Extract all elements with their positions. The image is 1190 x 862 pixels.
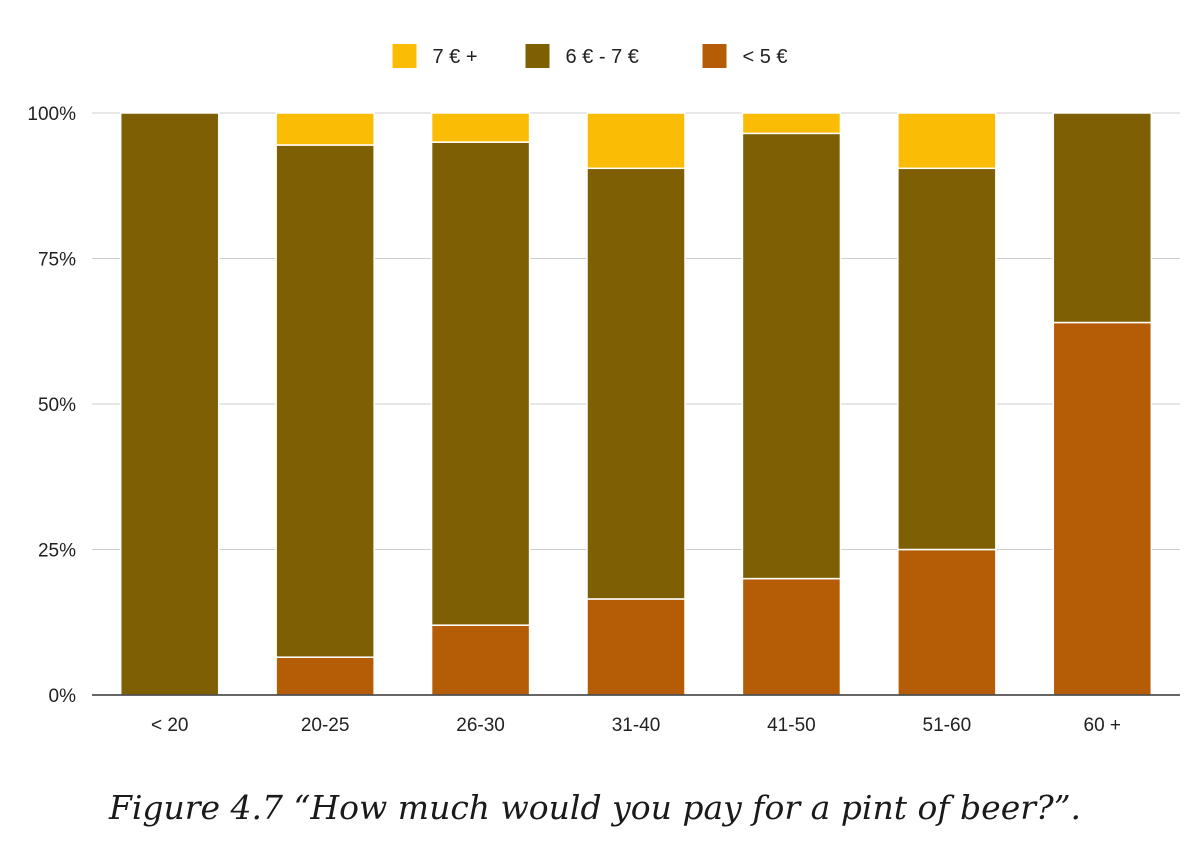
- bar-segment: [1052, 321, 1153, 696]
- x-tick-label: 51-60: [923, 715, 972, 736]
- bars: [119, 112, 1153, 696]
- legend-swatch: [525, 44, 550, 68]
- legend-label: 7 € +: [433, 46, 478, 68]
- bar-segment: [430, 624, 531, 696]
- x-tick-label: 60 +: [1084, 715, 1122, 736]
- x-tick-label: 31-40: [612, 715, 661, 736]
- x-tick-label: 41-50: [767, 715, 816, 736]
- bar-segment: [275, 144, 375, 658]
- y-tick-label: 75%: [38, 250, 76, 271]
- y-tick-label: 0%: [49, 686, 77, 707]
- bar-segment: [586, 112, 686, 170]
- bar-segment: [275, 112, 375, 146]
- x-tick-labels: < 20 20-25 26-30 31-40 41-50 51-60 60 +: [151, 715, 1121, 736]
- bar-segment: [1052, 112, 1153, 324]
- bar-segment: [741, 132, 842, 580]
- bar-segment: [430, 141, 531, 626]
- y-tick-labels: 0% 25% 50% 75% 100%: [27, 104, 76, 707]
- legend-label: < 5 €: [743, 46, 788, 68]
- legend-swatch: [392, 44, 417, 68]
- bar-segment: [741, 112, 842, 135]
- y-tick-label: 25%: [38, 541, 76, 562]
- bar-segment: [897, 112, 997, 170]
- legend-swatch: [702, 44, 727, 68]
- legend: 7 € + 6 € - 7 € < 5 €: [392, 44, 788, 68]
- bar-segment: [897, 548, 997, 696]
- bar-segment: [586, 167, 686, 600]
- x-tick-label: < 20: [151, 715, 189, 736]
- x-tick-label: 26-30: [456, 715, 505, 736]
- legend-label: 6 € - 7 €: [566, 46, 639, 68]
- y-tick-label: 100%: [27, 104, 76, 125]
- figure-caption: Figure 4.7 “How much would you pay for a…: [108, 788, 1082, 827]
- y-tick-label: 50%: [38, 395, 76, 416]
- bar-segment: [430, 112, 531, 143]
- bar-segment: [586, 598, 686, 696]
- bar-segment: [897, 167, 997, 551]
- bar-segment: [119, 112, 220, 696]
- bar-segment: [741, 577, 842, 696]
- x-tick-label: 20-25: [301, 715, 350, 736]
- bar-segment: [275, 656, 375, 696]
- stacked-bar-chart: 0% 25% 50% 75% 100% < 20 20-25 26-30 31-40 41-50…: [27, 44, 1180, 736]
